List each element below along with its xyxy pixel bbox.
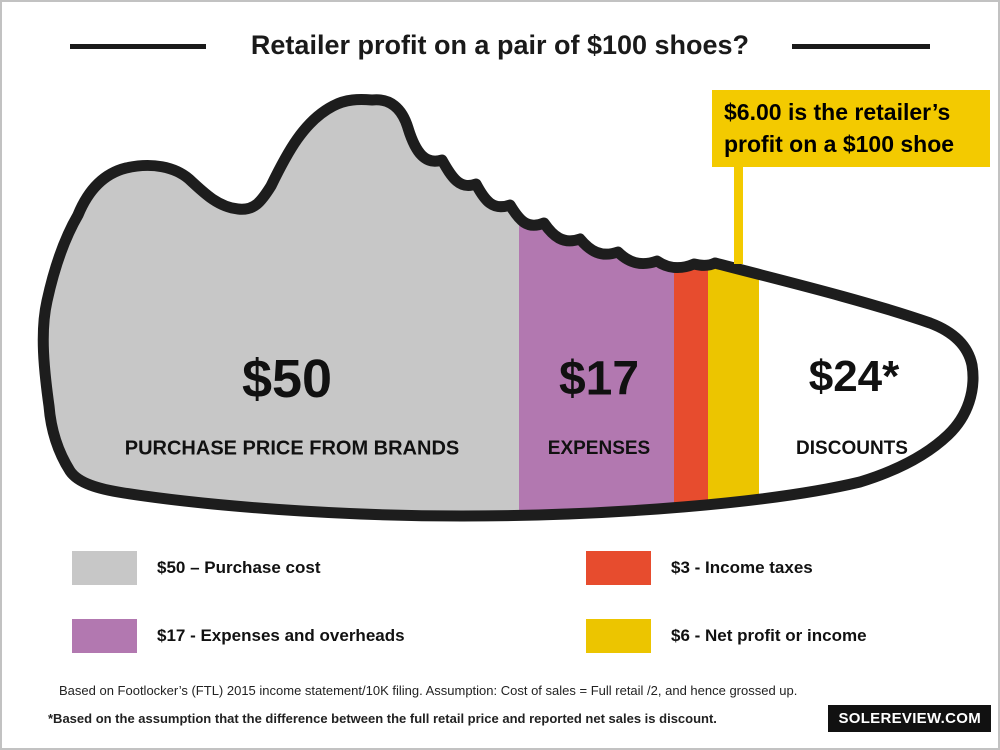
- legend-label-purchase: $50 – Purchase cost: [157, 558, 321, 577]
- legend-swatch-profit: [586, 619, 651, 653]
- legend-item-expenses: $17 - Expenses and overheads: [72, 619, 405, 653]
- footnote-assumption: *Based on the assumption that the differ…: [48, 711, 717, 726]
- brand-badge: SOLEREVIEW.COM: [828, 705, 991, 732]
- callout-text-line1: $6.00 is the retailer’s: [724, 99, 951, 125]
- profit-callout: $6.00 is the retailer’s profit on a $100…: [712, 90, 990, 168]
- legend-label-expenses: $17 - Expenses and overheads: [157, 626, 405, 645]
- title-rule-left: [70, 44, 206, 49]
- legend-item-purchase: $50 – Purchase cost: [72, 551, 320, 585]
- callout-connector-line: [734, 162, 743, 264]
- segment-value-discounts: $24*: [808, 352, 900, 401]
- footnote-source: Based on Footlocker’s (FTL) 2015 income …: [59, 683, 798, 698]
- segment-label-discounts: DISCOUNTS: [796, 438, 908, 459]
- segment-label-expenses: EXPENSES: [547, 438, 651, 459]
- legend-label-taxes: $3 - Income taxes: [671, 558, 813, 577]
- title-rule-right: [792, 44, 930, 49]
- segment-taxes-fill: [674, 99, 708, 517]
- segment-expenses-fill: [519, 99, 674, 517]
- segment-purchase-fill: [43, 99, 519, 517]
- segment-label-purchase: PURCHASE PRICE FROM BRANDS: [124, 437, 460, 460]
- legend-label-profit: $6 - Net profit or income: [671, 626, 867, 645]
- segment-value-purchase: $50: [241, 349, 333, 409]
- legend-swatch-taxes: [586, 551, 651, 585]
- legend-item-taxes: $3 - Income taxes: [586, 551, 813, 585]
- shoe-outline: [37, 94, 979, 522]
- page-title: Retailer profit on a pair of $100 shoes?: [250, 30, 750, 60]
- callout-text-line2: profit on a $100 shoe: [724, 130, 955, 157]
- legend-swatch-expenses: [72, 619, 137, 653]
- segment-value-expenses: $17: [558, 352, 640, 406]
- legend-swatch-purchase: [72, 551, 137, 585]
- legend-item-profit: $6 - Net profit or income: [586, 619, 867, 653]
